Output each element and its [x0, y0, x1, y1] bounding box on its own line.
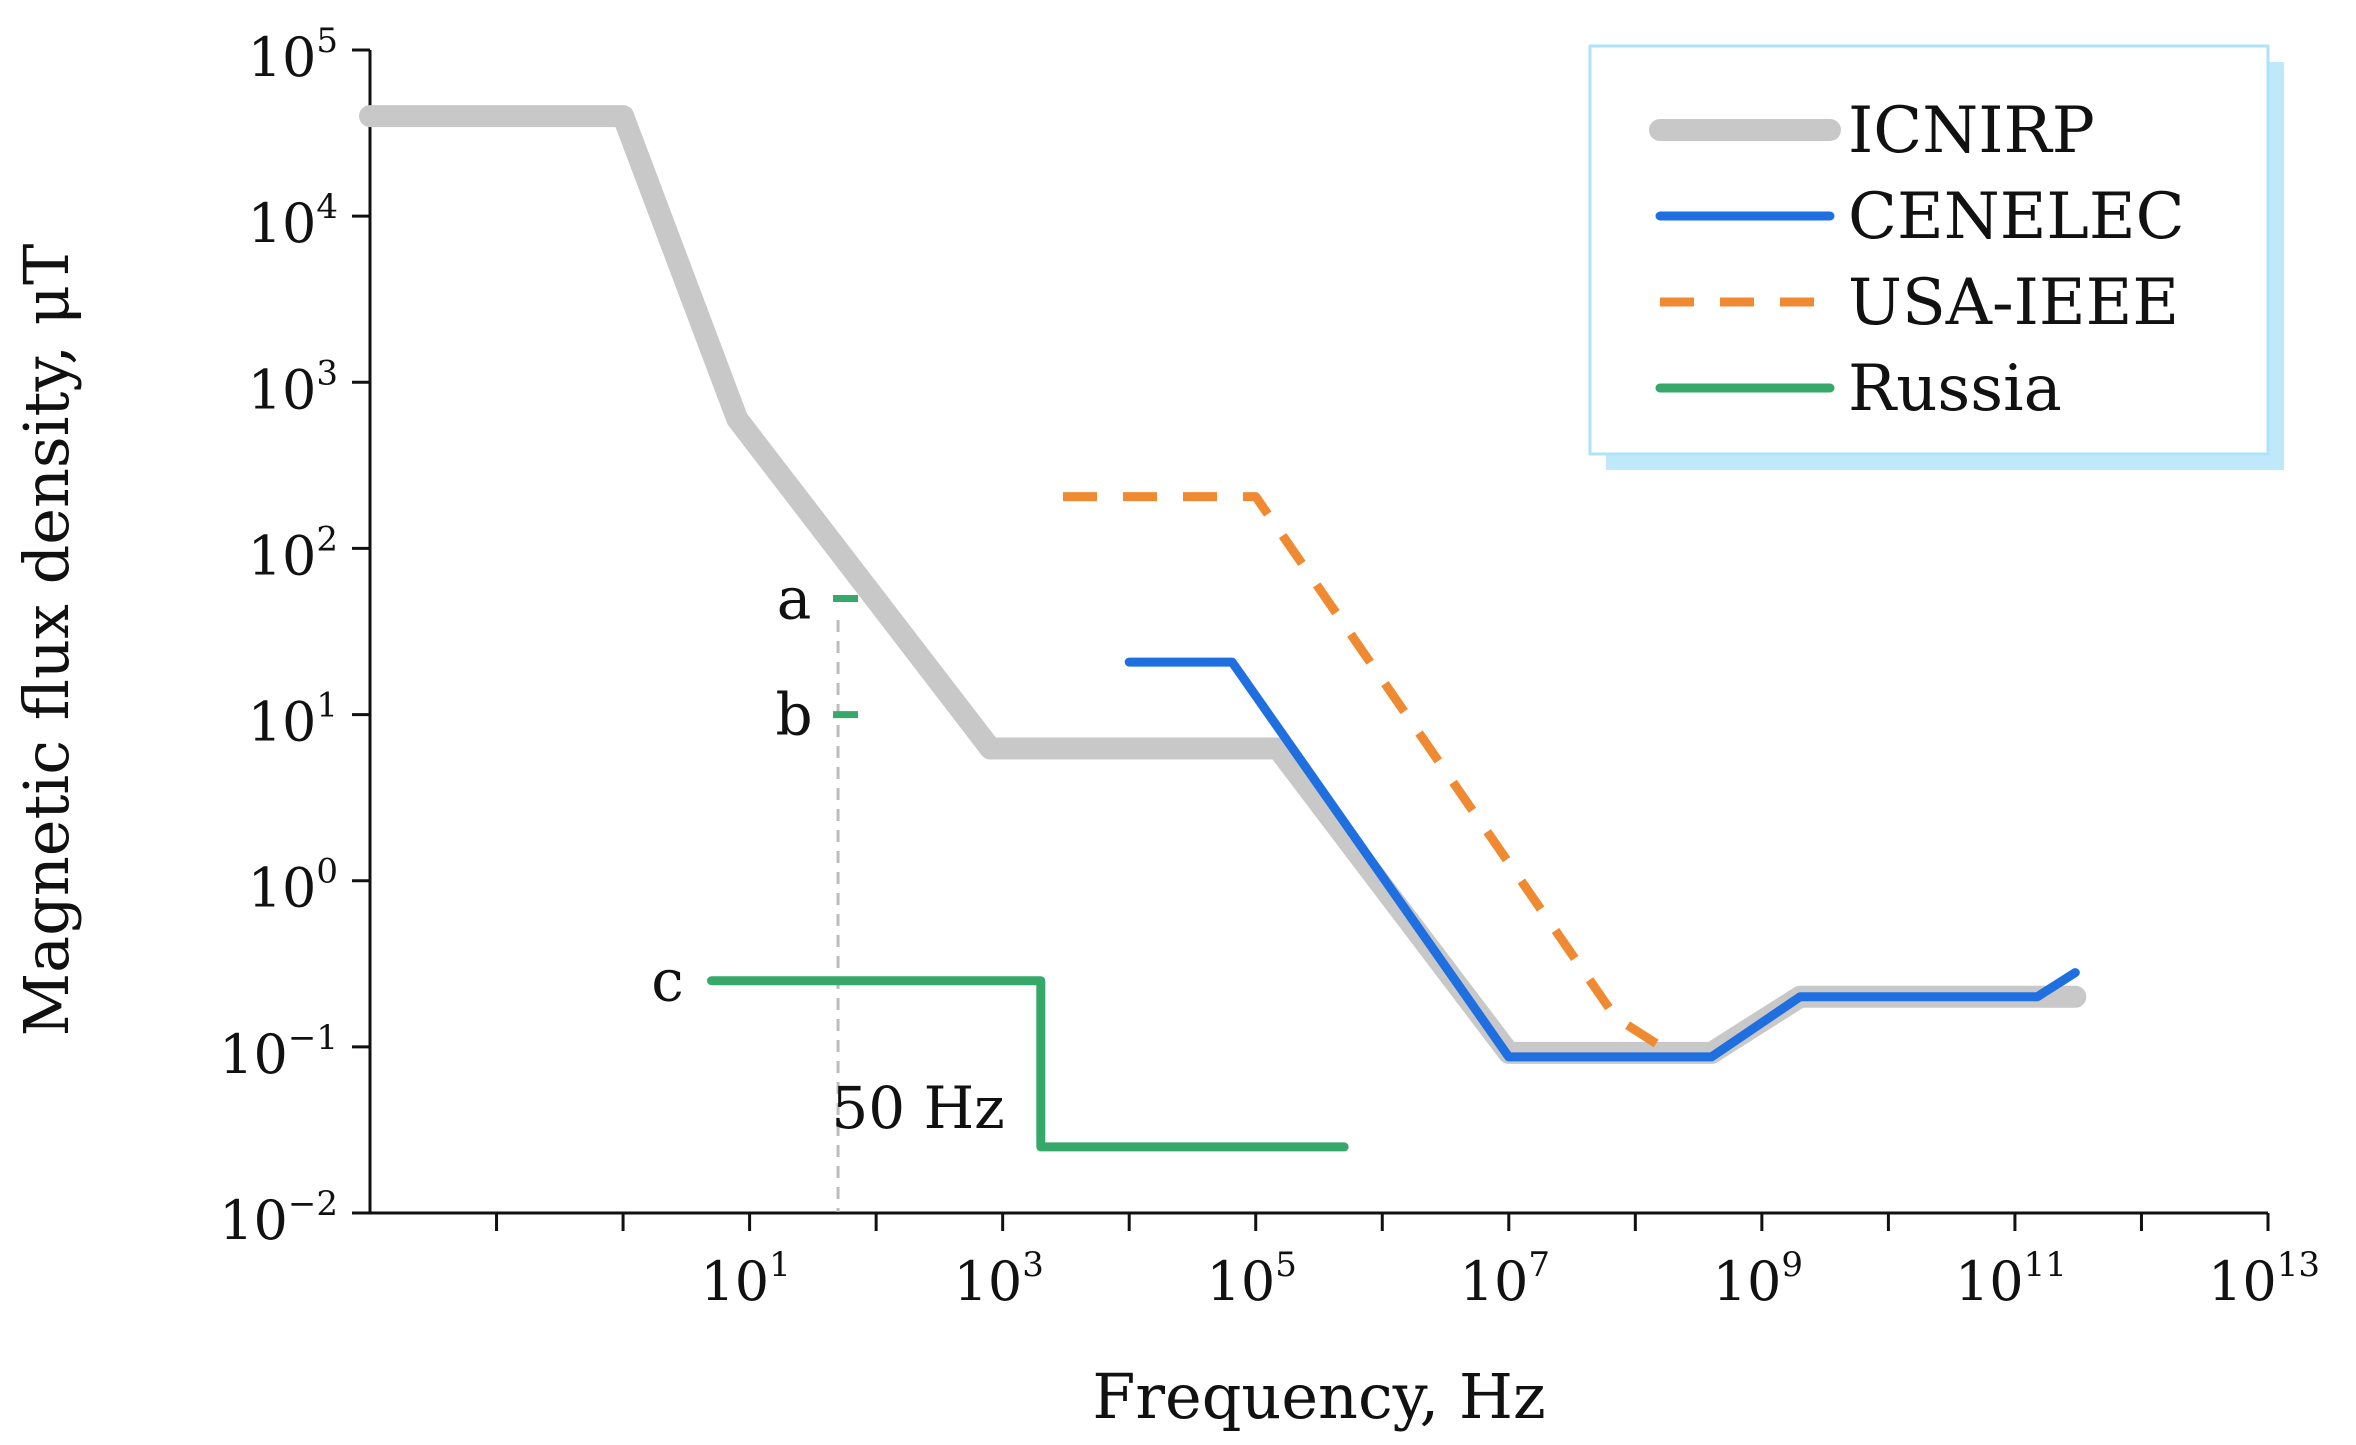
legend: ICNIRP CENELEC USA-IEEE Russia	[1588, 44, 2284, 470]
russia-marker-label-b: b	[775, 681, 812, 749]
series-line-russia	[707, 976, 1349, 1152]
y-tick-label: 105	[248, 21, 338, 89]
y-tick-label: 10−1	[219, 1018, 338, 1086]
markers-layer: ab c	[651, 564, 859, 1015]
russia-marker-label-c: c	[651, 947, 683, 1015]
series-line-usa-ieee	[1063, 492, 1676, 1059]
x-ticks: 101 103 105 107 109 1011 1013	[495, 1213, 2320, 1313]
x-tick-label: 109	[1713, 1245, 1803, 1313]
y-ticks: 105 104 103 102 101 100 10−1 10−2	[219, 21, 370, 1252]
x-tick-label: 105	[1207, 1245, 1297, 1313]
y-axis-title: Magnetic flux density, μT	[10, 244, 83, 1037]
russia-marker-label-a: a	[777, 564, 812, 632]
plot-area: 50 Hz ab c 101 103 105 107 109 1011 1013 105 104…	[219, 21, 2320, 1313]
y-tick-label: 103	[248, 353, 338, 421]
x-tick-label: 1013	[2208, 1245, 2320, 1313]
legend-label-russia: Russia	[1848, 352, 2062, 426]
series-line-cenelec	[1124, 657, 2080, 1062]
y-tick-label: 100	[248, 852, 338, 920]
x-axis-title: Frequency, Hz	[1092, 1360, 1545, 1433]
x-tick-label: 101	[700, 1245, 790, 1313]
legend-label-cenelec: CENELEC	[1848, 180, 2185, 254]
y-tick-label: 104	[248, 187, 338, 255]
reference-layer: 50 Hz	[831, 620, 1005, 1212]
x-tick-label: 107	[1460, 1245, 1550, 1313]
y-tick-label: 102	[248, 519, 338, 587]
y-tick-label: 101	[248, 686, 338, 754]
reference-line-label: 50 Hz	[831, 1074, 1004, 1142]
legend-label-icnirp: ICNIRP	[1848, 94, 2095, 168]
legend-entries: ICNIRP CENELEC USA-IEEE Russia	[1649, 94, 2185, 426]
series-layer	[359, 105, 2087, 1152]
y-tick-label: 10−2	[219, 1184, 338, 1252]
legend-label-usa-ieee: USA-IEEE	[1848, 266, 2179, 340]
x-tick-label: 1011	[1955, 1245, 2067, 1313]
x-tick-label: 103	[953, 1245, 1043, 1313]
